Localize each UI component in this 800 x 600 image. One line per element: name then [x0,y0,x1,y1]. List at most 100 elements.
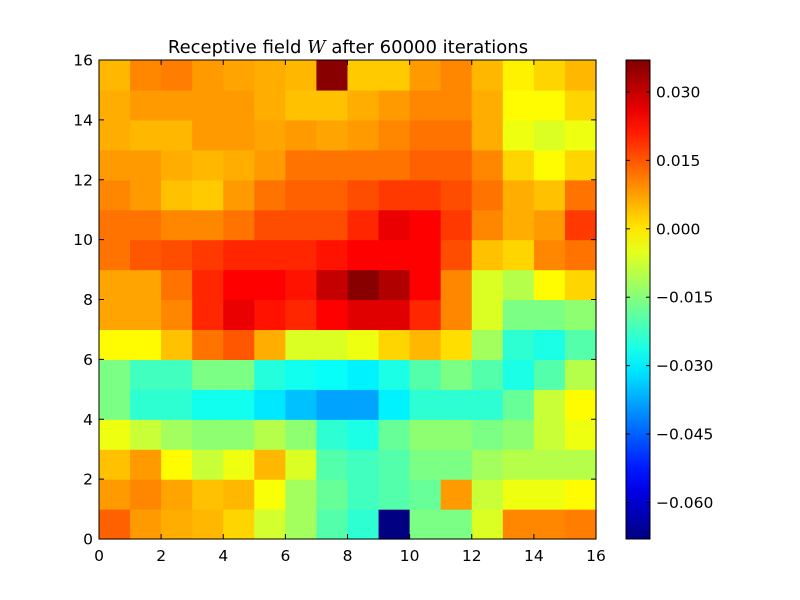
heatmap-cell [502,329,535,360]
colorbar-tick-label: −0.045 [656,426,713,444]
heatmap-cell [471,359,504,390]
heatmap-cell [440,359,473,390]
heatmap-cell [130,149,162,181]
heatmap-cell [99,359,131,390]
heatmap-cell [254,89,286,121]
heatmap-cell [564,419,597,450]
heatmap-cell [471,149,504,181]
heatmap-cell [316,299,349,331]
heatmap-cell [99,509,131,540]
x-tick-label: 6 [280,547,290,565]
heatmap-cell [471,209,504,241]
heatmap-cell [378,89,411,121]
heatmap-cell [471,119,504,151]
heatmap-cell [533,329,566,360]
heatmap-cell [471,239,504,271]
heatmap-cell [223,119,255,151]
colorbar-gradient [626,60,650,539]
heatmap-cell [285,239,318,271]
heatmap-cell [378,179,411,211]
heatmap-cell [223,149,255,181]
x-tick-label: 2 [156,547,166,565]
heatmap-cell [471,329,504,360]
heatmap-cell [223,179,255,211]
heatmap-cell [440,89,473,121]
heatmap-cell [533,89,566,121]
heatmap-cell [99,179,131,211]
heatmap-cell [99,329,131,360]
heatmap-cell [347,299,380,331]
heatmap-cell [223,449,255,480]
heatmap-cell [316,239,349,271]
heatmap-cell [409,269,442,301]
heatmap-cell [316,329,349,360]
heatmap-cell [409,419,442,450]
heatmap-cell [440,299,473,331]
heatmap-cell [316,209,349,241]
heatmap-cell [502,119,535,151]
heatmap-cell [564,149,597,181]
heatmap-cell [378,269,411,301]
heatmap-cell [533,299,566,331]
heatmap-cell [409,509,442,540]
heatmap-cell [254,209,286,241]
heatmap-cell [347,179,380,211]
heatmap-cell [316,269,349,301]
heatmap-cell [285,119,318,151]
heatmap-cell [99,119,131,151]
x-tick-label: 12 [462,547,482,565]
heatmap-cell [192,60,224,91]
heatmap-cell [161,89,193,121]
heatmap-cell [533,419,566,450]
heatmap-cell [130,119,162,151]
heatmap-cell [409,329,442,360]
heatmap-cell [471,509,504,540]
heatmap-cell [161,299,193,331]
heatmap-cell [378,329,411,360]
heatmap-cell [285,149,318,181]
heatmap-cell [254,419,286,450]
heatmap-cell [409,149,442,181]
heatmap-cell [285,299,318,331]
heatmap-cell [533,389,566,420]
axis-ticks: 0 2 4 6 8 10 12 14 16 0 2 4 6 8 10 12 14 16 [73,52,606,566]
heatmap-cell [564,239,597,271]
heatmap-cell [316,509,349,540]
heatmap-cell [378,449,411,480]
heatmap-cell [502,299,535,331]
x-tick-label: 0 [94,547,104,565]
heatmap-cell [161,179,193,211]
colorbar-tick-label: 0.030 [656,83,700,101]
heatmap-cell [192,89,224,121]
x-tick-label: 10 [400,547,420,565]
heatmap-cell [254,389,286,420]
heatmap-cell [347,89,380,121]
heatmap-cell [316,149,349,181]
heatmap-cell [161,209,193,241]
heatmap-cell [533,269,566,301]
heatmap-cell [533,509,566,540]
heatmap-cell [254,179,286,211]
heatmap-cell [192,449,224,480]
heatmap-cell [192,299,224,331]
chart-title-after: after 60000 iterations [326,37,528,58]
heatmap-cell [409,209,442,241]
heatmap-cell [316,119,349,151]
heatmap-cell [192,209,224,241]
heatmap-cell [316,359,349,390]
heatmap-cell [192,479,224,510]
heatmap-cell [440,179,473,211]
heatmap-cell [378,479,411,510]
heatmap-cell [99,239,131,271]
y-tick-label: 12 [73,171,93,189]
heatmap-cell [564,269,597,301]
heatmap-cell [378,419,411,450]
heatmap-cell [533,119,566,151]
heatmap-cell [316,89,349,121]
heatmap-cell [99,299,131,331]
heatmap-cell [254,359,286,390]
heatmap-cell [99,89,131,121]
heatmap-cell [347,449,380,480]
heatmap-cell [285,269,318,301]
